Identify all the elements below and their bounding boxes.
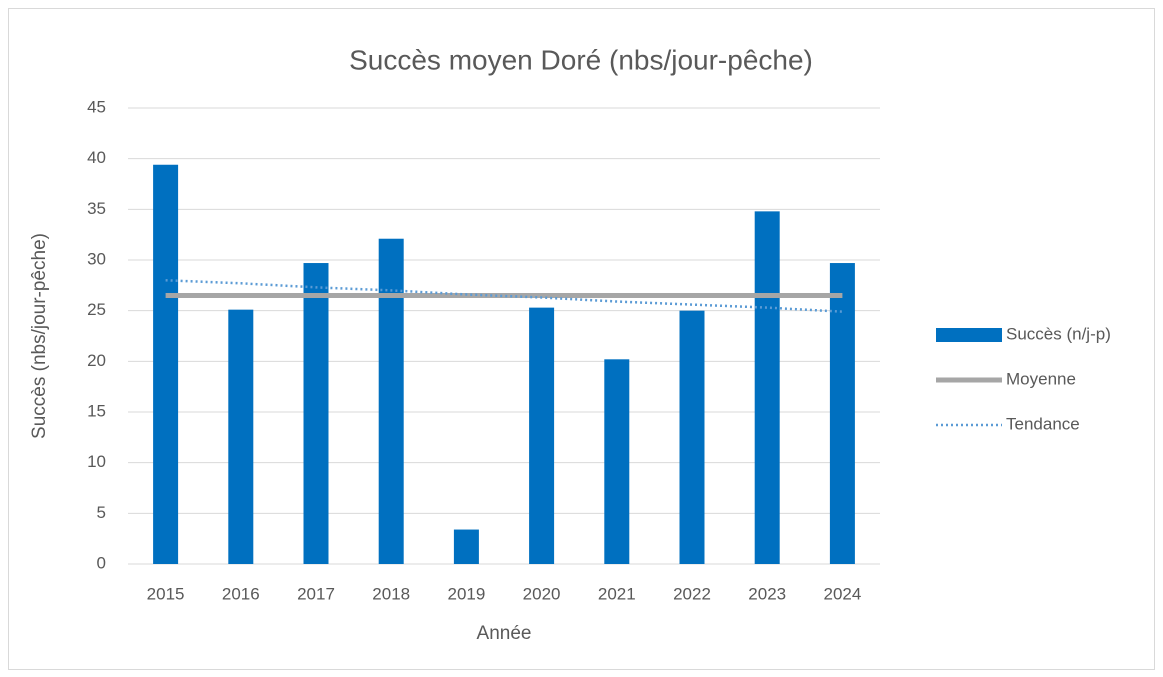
y-tick-label: 5 xyxy=(97,503,106,522)
bar xyxy=(829,263,855,564)
x-tick-label: 2023 xyxy=(748,584,786,603)
legend-label: Moyenne xyxy=(1006,369,1076,388)
x-tick-label: 2017 xyxy=(297,584,335,603)
bar xyxy=(453,529,479,564)
x-tick-label: 2016 xyxy=(222,584,260,603)
x-axis-label: Année xyxy=(477,623,532,644)
y-tick-label: 45 xyxy=(87,97,106,116)
y-tick-label: 0 xyxy=(97,553,106,572)
x-tick-label: 2024 xyxy=(823,584,861,603)
x-tick-label: 2015 xyxy=(147,584,185,603)
y-tick-label: 10 xyxy=(87,452,106,471)
bar xyxy=(604,359,630,564)
bar xyxy=(679,310,705,564)
x-tick-label: 2020 xyxy=(523,584,561,603)
y-tick-label: 30 xyxy=(87,249,106,268)
x-tick-label: 2019 xyxy=(447,584,485,603)
y-tick-label: 20 xyxy=(87,351,106,370)
x-tick-label: 2022 xyxy=(673,584,711,603)
bar xyxy=(153,164,179,564)
bar xyxy=(378,238,404,564)
bar xyxy=(228,309,254,564)
y-axis-label: Succès (nbs/jour-pêche) xyxy=(29,233,50,439)
x-tick-label: 2018 xyxy=(372,584,410,603)
bar xyxy=(529,307,555,564)
y-tick-label: 40 xyxy=(87,148,106,167)
bar xyxy=(754,211,780,565)
x-tick-label: 2021 xyxy=(598,584,636,603)
legend-label: Succès (n/j-p) xyxy=(1006,324,1111,343)
legend-label: Tendance xyxy=(1006,414,1080,433)
chart-title: Succès moyen Doré (nbs/jour-pêche) xyxy=(349,44,813,75)
bar xyxy=(303,263,329,564)
y-tick-label: 15 xyxy=(87,401,106,420)
y-tick-label: 25 xyxy=(87,300,106,319)
legend-swatch xyxy=(936,328,1002,342)
y-tick-label: 35 xyxy=(87,199,106,218)
